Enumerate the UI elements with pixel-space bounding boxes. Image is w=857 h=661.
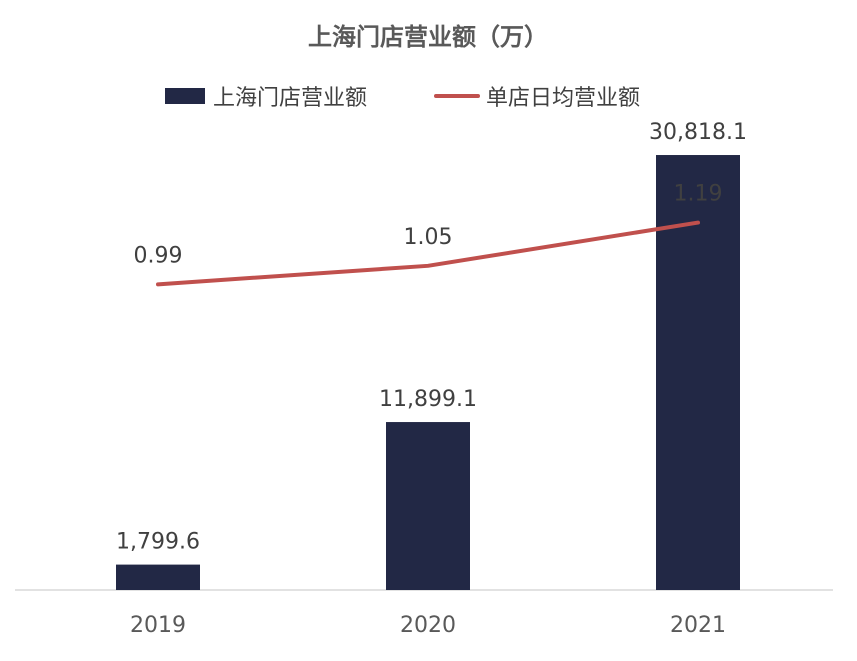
chart-title: 上海门店营业额（万） — [308, 23, 548, 51]
bar-label-2019: 1,799.6 — [116, 530, 200, 555]
x-tick-2021: 2021 — [670, 613, 726, 638]
x-tick-2019: 2019 — [130, 613, 186, 638]
legend-line-label: 单店日均营业额 — [486, 86, 640, 111]
legend-bar-swatch — [165, 88, 205, 104]
line-label-2020: 1.05 — [404, 225, 453, 250]
legend-bar-label: 上海门店营业额 — [213, 86, 367, 111]
bar-2020 — [386, 422, 470, 590]
bar-label-2021: 30,818.1 — [649, 120, 747, 145]
bar-label-2020: 11,899.1 — [379, 387, 477, 412]
line-data-labels: 0.99 1.05 1.19 — [134, 182, 723, 269]
legend: 上海门店营业额 单店日均营业额 — [165, 86, 640, 111]
bar-series — [116, 155, 740, 590]
line-label-2021: 1.19 — [674, 182, 723, 207]
line-label-2019: 0.99 — [134, 243, 183, 268]
x-axis-ticks: 2019 2020 2021 — [130, 613, 726, 638]
x-tick-2020: 2020 — [400, 613, 456, 638]
bar-2019 — [116, 565, 200, 590]
bar-2021 — [656, 155, 740, 590]
